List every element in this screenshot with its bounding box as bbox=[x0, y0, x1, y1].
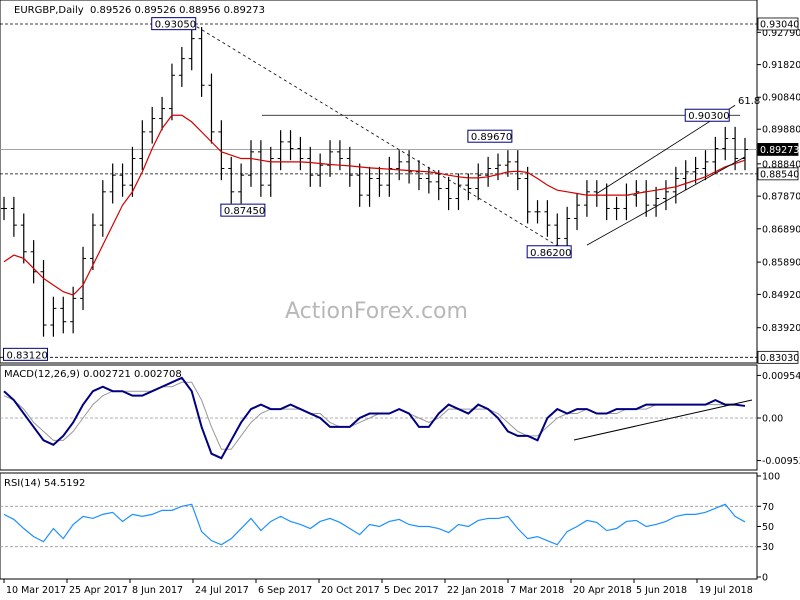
swing-label-text: 0.86200 bbox=[530, 248, 571, 259]
channel-lower-line bbox=[586, 156, 746, 246]
price-bars bbox=[1, 26, 748, 337]
time-axis-tick-label: 7 Mar 2018 bbox=[510, 585, 564, 596]
macd-label: MACD(12,26,9) 0.002721 0.002708 bbox=[4, 369, 182, 380]
swing-label-box bbox=[220, 203, 266, 217]
price-axis-tick-label: 0.90840 bbox=[762, 93, 800, 104]
price-marker-label: 0.89273 bbox=[760, 145, 799, 156]
swing-labels: 0.93050 0.87450 0.89670 0.86200 0.90300 0.831… bbox=[3, 17, 730, 361]
price-axis-tick-label: 0.91820 bbox=[762, 60, 800, 71]
swing-label-box bbox=[3, 347, 49, 361]
time-axis-tick-label: 6 Sep 2017 bbox=[258, 585, 312, 596]
price-axis-tick-label: 0.87870 bbox=[762, 192, 800, 203]
trend-channel bbox=[586, 104, 746, 246]
time-axis-tick-label: 25 Apr 2017 bbox=[69, 585, 128, 596]
swing-label-text: 0.83120 bbox=[7, 350, 48, 361]
time-axis-tick-label: 5 Dec 2017 bbox=[384, 585, 439, 596]
price-axis-tick-label: 0.86890 bbox=[762, 224, 800, 235]
price-annotation-lines bbox=[0, 23, 757, 358]
ohlc-readout: 0.89526 0.89526 0.88956 0.89273 bbox=[90, 5, 265, 16]
price-axis: 0.92790 0.91820 0.90840 0.89880 0.88840 0.878… bbox=[757, 17, 800, 364]
swing-label-box bbox=[684, 108, 730, 122]
swing-label-text: 0.90300 bbox=[688, 111, 729, 122]
macd-panel: 0.00954 0.00 -0.009538 MACD(12,26,9) 0.002… bbox=[0, 364, 800, 471]
price-axis-tick-label: 0.92790 bbox=[762, 28, 800, 39]
rsi-axis-tick-label: 0 bbox=[762, 573, 768, 584]
rsi-axis-tick-label: 30 bbox=[762, 542, 774, 553]
watermark: ActionForex.com bbox=[285, 299, 468, 324]
price-axis-tick-label: 0.88840 bbox=[762, 159, 800, 170]
rsi-label: RSI(14) 54.5192 bbox=[4, 478, 85, 489]
chart-title: EURGBP,Daily bbox=[14, 5, 84, 16]
price-panel: ActionForex.com 0.93050 0.87450 0.89670 0.8… bbox=[0, 0, 800, 364]
moving-average-line bbox=[3, 114, 746, 296]
rsi-axis-tick-label: 70 bbox=[762, 502, 774, 513]
time-axis-tick-label: 24 Jul 2017 bbox=[195, 585, 249, 596]
rsi-axis-tick-label: 100 bbox=[762, 472, 780, 483]
time-axis-tick-label: 22 Jan 2018 bbox=[447, 585, 504, 596]
price-axis-tick-label: 0.83920 bbox=[762, 323, 800, 334]
price-axis-tick-label: 0.89880 bbox=[762, 125, 800, 136]
macd-axis-tick-label: 0.00954 bbox=[762, 371, 800, 382]
price-panel-border bbox=[0, 0, 758, 364]
rsi-axis-tick-label: 50 bbox=[762, 522, 774, 533]
time-axis-tick-label: 5 Jun 2018 bbox=[636, 585, 687, 596]
time-axis-tick-label: 20 Oct 2017 bbox=[321, 585, 380, 596]
macd-trendline bbox=[573, 399, 753, 441]
time-axis-tick-label: 8 Jun 2017 bbox=[132, 585, 183, 596]
swing-label-box bbox=[526, 245, 572, 259]
price-axis-tick-label: 0.85890 bbox=[762, 258, 800, 269]
macd-panel-border bbox=[0, 364, 758, 471]
macd-axis-tick-label: -0.009538 bbox=[762, 456, 800, 467]
macd-signal-line bbox=[3, 381, 746, 450]
fib-level-label: 61.8 bbox=[738, 96, 760, 107]
swing-label-text: 0.87450 bbox=[224, 206, 265, 217]
macd-axis: 0.00954 0.00 -0.009538 bbox=[757, 371, 800, 467]
time-axis-tick-label: 10 Mar 2017 bbox=[6, 585, 66, 596]
swing-label-box bbox=[151, 17, 197, 31]
time-axis: 10 Mar 2017 25 Apr 2017 8 Jun 2017 24 Jul 2… bbox=[3, 579, 753, 596]
price-marker-box bbox=[757, 350, 799, 364]
falling-trendline bbox=[191, 23, 568, 253]
swing-label-text: 0.89670 bbox=[471, 132, 512, 143]
rsi-grid bbox=[0, 505, 757, 548]
rsi-line bbox=[3, 503, 746, 546]
price-marker-label: 0.83030 bbox=[760, 353, 799, 364]
price-marker-box bbox=[757, 17, 799, 31]
price-marker-label: 0.88540 bbox=[760, 169, 799, 180]
time-axis-tick-label: 20 Apr 2018 bbox=[573, 585, 632, 596]
macd-line bbox=[3, 376, 746, 460]
rsi-axis: 100 70 50 30 0 bbox=[757, 472, 780, 584]
time-axis-tick-label: 19 Jul 2018 bbox=[699, 585, 753, 596]
price-marker-box bbox=[757, 143, 799, 156]
rsi-panel: 100 70 50 30 0 RSI(14) 54.5192 bbox=[0, 472, 780, 584]
price-axis-tick-label: 0.84920 bbox=[762, 290, 800, 301]
swing-label-text: 0.93050 bbox=[155, 20, 196, 31]
macd-axis-tick-label: 0.00 bbox=[762, 414, 783, 425]
swing-label-box bbox=[467, 129, 513, 143]
price-marker-box bbox=[757, 167, 799, 181]
price-marker-label: 0.93040 bbox=[760, 19, 799, 30]
